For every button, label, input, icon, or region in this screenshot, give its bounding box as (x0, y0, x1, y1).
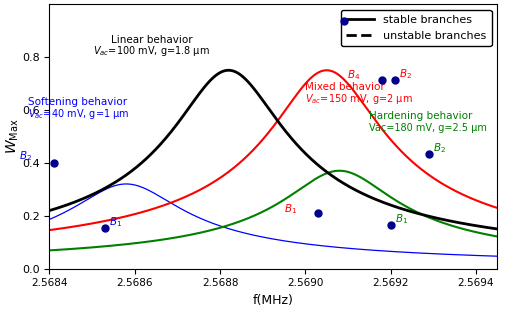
Text: $B_1$: $B_1$ (395, 212, 408, 226)
Text: $B_4$: $B_4$ (347, 68, 361, 82)
Y-axis label: $W_{\mathrm{Max}}$: $W_{\mathrm{Max}}$ (4, 118, 21, 154)
Text: Vac=180 mV, g=2.5 μm: Vac=180 mV, g=2.5 μm (369, 123, 487, 133)
Text: $B_2$: $B_2$ (399, 67, 412, 81)
Text: $B_1$: $B_1$ (109, 215, 122, 229)
Text: $B_3$: $B_3$ (344, 8, 357, 22)
Text: Softening behavior: Softening behavior (28, 97, 127, 107)
Text: $B_2$: $B_2$ (19, 149, 32, 163)
Text: $V_{ac}$=100 mV, g=1.8 μm: $V_{ac}$=100 mV, g=1.8 μm (93, 44, 210, 58)
Text: Mixed behavior: Mixed behavior (305, 82, 385, 92)
Legend: stable branches, unstable branches: stable branches, unstable branches (341, 10, 492, 46)
Text: Hardening behavior: Hardening behavior (369, 111, 473, 121)
Text: Linear behavior: Linear behavior (111, 35, 193, 44)
Text: $B_2$: $B_2$ (433, 141, 446, 155)
Text: $B_1$: $B_1$ (284, 202, 297, 216)
Text: $V_{ac}$=150 mV, g=2 μm: $V_{ac}$=150 mV, g=2 μm (305, 92, 413, 106)
Text: $V_{ac}$=40 mV, g=1 μm: $V_{ac}$=40 mV, g=1 μm (28, 107, 130, 121)
X-axis label: f(MHz): f(MHz) (253, 294, 294, 307)
